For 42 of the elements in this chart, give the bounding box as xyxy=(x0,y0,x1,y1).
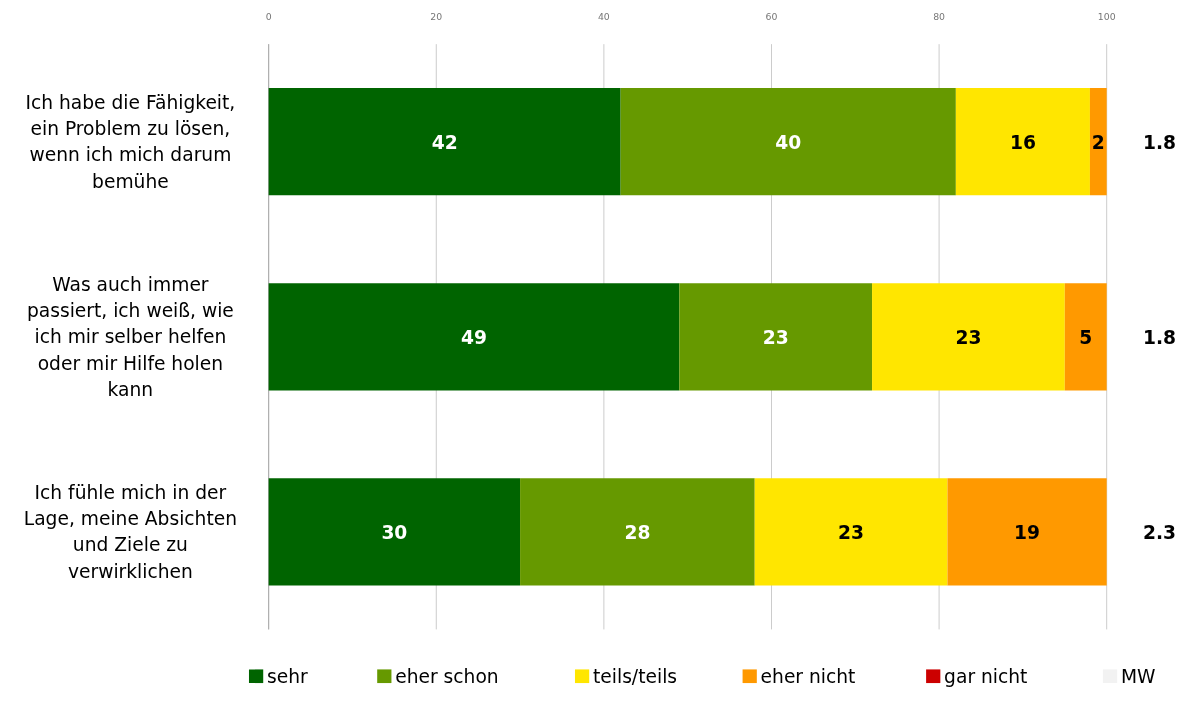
text: 1.8 xyxy=(1142,326,1177,348)
bar xyxy=(268,478,521,586)
data-label: 49 xyxy=(461,326,487,348)
legend-label: MW xyxy=(1120,665,1156,687)
x-tick-label: 60 xyxy=(765,10,778,22)
x-tick-label: 0 xyxy=(265,10,272,22)
text: 1.8 xyxy=(1142,131,1177,153)
bar xyxy=(620,88,956,196)
data-label: 23 xyxy=(955,326,982,348)
data-label: 23 xyxy=(838,521,865,543)
text: 2.3 xyxy=(1142,521,1177,543)
legend-label: gar nicht xyxy=(944,665,1028,687)
data-label: 5 xyxy=(1079,326,1093,348)
bar xyxy=(268,283,680,391)
x-tick-label: 40 xyxy=(597,10,610,22)
bar xyxy=(872,283,1065,391)
legend-label: eher nicht xyxy=(760,665,856,687)
y-tick-label: Ich fühle mich in der Lage, meine Absichten und Ziele zu verwirklichen xyxy=(23,482,238,582)
x-tick-label: 100 xyxy=(1097,10,1116,22)
y-tick-label: Was auch immer passiert, ich weiß, wie ich mir selber helfen oder mir Hilfe holen kann xyxy=(26,273,234,400)
bar xyxy=(754,478,948,586)
legend-label: eher schon xyxy=(395,665,499,687)
bar xyxy=(520,478,755,586)
x-tick-label: 80 xyxy=(933,10,946,22)
legend-label: sehr xyxy=(266,665,309,687)
data-label: 19 xyxy=(1014,521,1041,543)
x-tick-label: 20 xyxy=(430,10,443,22)
bar xyxy=(955,88,1090,196)
legend-label: teils/teils xyxy=(592,665,678,687)
data-label: 40 xyxy=(775,131,802,153)
y-tick-label: Ich habe die Fähigkeit, ein Problem zu lösen, wenn ich mich darum bemühe xyxy=(25,91,236,192)
data-label: 28 xyxy=(624,521,651,543)
data-label: 2 xyxy=(1091,131,1105,153)
data-label: 23 xyxy=(762,326,789,348)
bar xyxy=(947,478,1107,586)
bar xyxy=(268,88,621,196)
data-label: 30 xyxy=(381,521,408,543)
data-label: 16 xyxy=(1009,131,1036,153)
bar xyxy=(1089,88,1107,196)
data-label: 42 xyxy=(431,131,458,153)
bar xyxy=(679,283,873,391)
bar xyxy=(1064,283,1107,391)
